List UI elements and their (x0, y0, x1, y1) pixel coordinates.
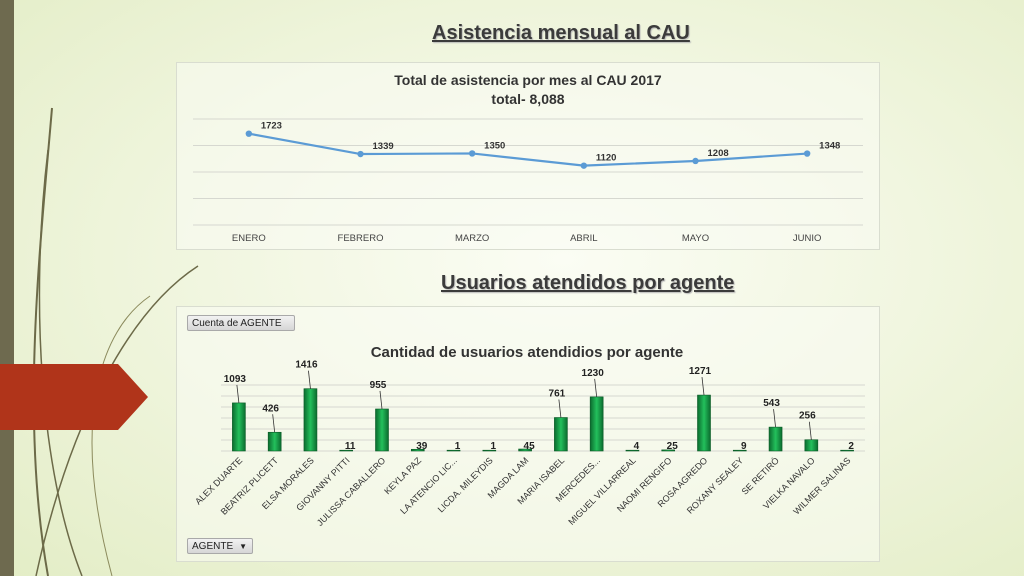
bar (482, 449, 497, 452)
page-title: Asistencia mensual al CAU (432, 22, 690, 44)
data-label: 1348 (819, 141, 840, 152)
bar (232, 402, 246, 452)
x-tick-label: MIGUEL VILLARREAL (566, 455, 638, 527)
bar-chart: Cantidad de usuarios atendidios por agen… (193, 344, 865, 528)
bar (661, 449, 676, 452)
x-tick-label: JULISSA CABALLERO (315, 455, 388, 528)
x-tick-label: MAYO (682, 233, 709, 244)
data-point (580, 162, 588, 169)
accent-arrow-shape (0, 364, 148, 430)
bar (410, 448, 425, 452)
bar (768, 426, 783, 452)
pivot-field-label: Cuenta de AGENTE (192, 318, 282, 329)
data-label: 426 (262, 403, 279, 414)
data-label: 39 (416, 441, 428, 452)
bar (267, 431, 282, 452)
data-point (357, 150, 364, 158)
line-chart: Total de asistencia por mes al CAU 2017 t… (193, 72, 863, 244)
bar (589, 396, 604, 452)
pivot-axis-filter-button[interactable]: AGENTE ▼ (187, 538, 253, 554)
x-tick-label: JUNIO (793, 233, 822, 244)
data-label: 4 (634, 441, 640, 452)
data-label: 1 (491, 441, 497, 452)
data-label-leader (308, 370, 311, 389)
data-label-leader (272, 414, 276, 433)
chart-title: Cantidad de usuarios atendidios por agen… (371, 344, 684, 361)
data-label: 1416 (295, 360, 318, 371)
x-tick-label: ABRIL (570, 233, 597, 244)
data-label: 1723 (261, 121, 282, 132)
data-label-leader (558, 399, 562, 418)
data-label-leader (379, 390, 383, 410)
data-label: 11 (345, 441, 356, 452)
bar (625, 449, 640, 452)
chart-title: Total de asistencia por mes al CAU 2017 (394, 72, 662, 88)
data-label: 955 (370, 380, 387, 391)
bar (804, 439, 819, 452)
data-label: 9 (741, 441, 747, 452)
line-chart-panel: Total de asistencia por mes al CAU 2017 t… (176, 62, 880, 250)
bar (375, 408, 389, 452)
bar (697, 394, 711, 452)
data-label: 1093 (224, 374, 247, 385)
section-title: Usuarios atendidos por agente (441, 272, 735, 294)
data-point (245, 130, 253, 137)
data-label: 45 (524, 441, 536, 452)
bar (732, 449, 747, 452)
bar (339, 449, 354, 452)
data-label: 1350 (484, 140, 505, 151)
pivot-axis-label: AGENTE (192, 541, 234, 552)
data-label: 1271 (689, 366, 712, 377)
bar (840, 449, 854, 452)
data-label-leader (594, 378, 598, 397)
data-label-leader (236, 384, 240, 403)
x-tick-label: ENERO (232, 233, 266, 244)
x-tick-label: MARZO (455, 233, 489, 244)
series-line (248, 132, 808, 167)
chart-subtitle: total- 8,088 (491, 91, 564, 107)
data-label: 1120 (596, 153, 617, 164)
data-label: 25 (667, 441, 679, 452)
data-point (803, 150, 811, 157)
data-point (692, 157, 699, 165)
data-label: 256 (799, 411, 816, 422)
bar (518, 448, 532, 452)
data-point (468, 150, 476, 157)
pivot-field-button[interactable]: Cuenta de AGENTE (187, 315, 295, 331)
data-label: 2 (848, 441, 854, 452)
triangle-down-icon: ▼ (239, 542, 247, 551)
data-label: 1 (455, 441, 461, 452)
x-tick-label: FEBRERO (338, 233, 384, 244)
bar (303, 388, 318, 452)
data-label: 1230 (582, 368, 605, 379)
bar-chart-panel: Cantidad de usuarios atendidios por agen… (176, 306, 880, 562)
data-label-leader (701, 377, 705, 396)
data-label: 761 (549, 389, 566, 400)
bar (554, 417, 568, 452)
side-accent-bar (0, 0, 14, 576)
bar (446, 449, 461, 452)
data-label: 1339 (373, 141, 394, 152)
data-label: 1208 (708, 148, 729, 159)
data-label-leader (773, 409, 776, 428)
data-label-leader (808, 421, 812, 440)
data-label: 543 (763, 398, 780, 409)
